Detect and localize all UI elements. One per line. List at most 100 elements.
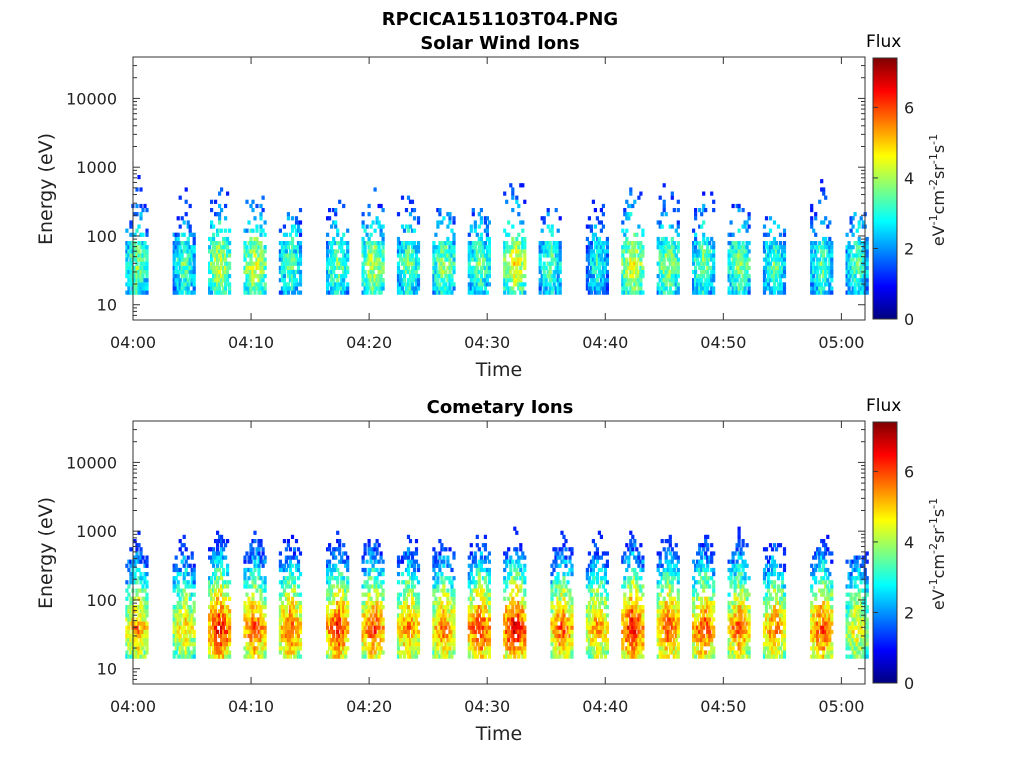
heatmap-cell	[762, 278, 767, 283]
heatmap-cell	[414, 642, 419, 647]
heatmap-cell	[396, 555, 401, 560]
heatmap-cell	[133, 232, 137, 237]
heatmap-cell	[442, 609, 446, 614]
heatmap-cell	[375, 547, 379, 552]
heatmap-cell	[192, 646, 196, 651]
heatmap-cell	[442, 605, 446, 610]
heatmap-cell	[702, 261, 706, 266]
heatmap-cell	[605, 249, 609, 254]
heatmap-cell	[224, 592, 228, 597]
heatmap-cell	[125, 629, 129, 634]
heatmap-cell	[855, 261, 859, 266]
heatmap-cell	[174, 274, 178, 279]
heatmap-cell	[178, 539, 182, 544]
heatmap-cell	[442, 278, 446, 283]
heatmap-cell	[188, 584, 192, 589]
heatmap-cell	[298, 290, 303, 295]
heatmap-cell	[589, 249, 593, 254]
heatmap-cell	[361, 633, 365, 639]
heatmap-cell	[186, 563, 190, 568]
heatmap-cell	[737, 261, 741, 266]
heatmap-cell	[639, 257, 643, 262]
heatmap-cell	[133, 555, 137, 560]
heatmap-cell	[143, 572, 147, 577]
heatmap-cell	[296, 592, 301, 597]
heatmap-cell	[212, 269, 216, 275]
heatmap-cell	[515, 261, 519, 266]
heatmap-cell	[216, 580, 220, 585]
heatmap-cell	[828, 241, 832, 246]
heatmap-cell	[438, 605, 442, 610]
heatmap-cell	[340, 613, 344, 618]
heatmap-cell	[450, 249, 454, 254]
heatmap-cell	[176, 249, 180, 254]
heatmap-cell	[139, 580, 143, 585]
heatmap-cell	[298, 245, 303, 250]
heatmap-cell	[381, 625, 385, 630]
heatmap-cell	[326, 547, 330, 552]
heatmap-cell	[776, 249, 781, 254]
heatmap-cell	[824, 274, 828, 279]
heatmap-cell	[483, 241, 487, 246]
heatmap-cell	[731, 286, 735, 291]
heatmap-cell	[342, 596, 346, 601]
heatmap-cell	[589, 257, 593, 262]
heatmap-cell	[137, 654, 141, 659]
heatmap-cell	[261, 261, 265, 266]
heatmap-cell	[369, 290, 373, 295]
heatmap-cell	[641, 290, 645, 295]
heatmap-cell	[605, 274, 609, 279]
heatmap-cell	[172, 588, 176, 593]
heatmap-cell	[469, 633, 473, 639]
heatmap-cell	[410, 580, 415, 585]
heatmap-cell	[184, 187, 188, 192]
heatmap-cell	[704, 290, 708, 295]
heatmap-cell	[125, 563, 129, 568]
heatmap-cell	[414, 609, 419, 614]
heatmap-cell	[296, 241, 301, 246]
heatmap-cell	[660, 290, 664, 295]
heatmap-cell	[381, 572, 385, 577]
heatmap-cell	[503, 253, 507, 258]
heatmap-cell	[182, 621, 186, 626]
heatmap-cell	[845, 253, 849, 258]
heatmap-cell	[672, 269, 676, 275]
heatmap-cell	[216, 551, 220, 556]
heatmap-cell	[328, 596, 332, 601]
heatmap-cell	[548, 290, 552, 295]
heatmap-cell	[597, 290, 601, 295]
heatmap-cell	[517, 245, 521, 250]
heatmap-cell	[712, 249, 716, 254]
heatmap-cell	[172, 576, 176, 581]
heatmap-cell	[778, 269, 783, 275]
heatmap-cell	[129, 596, 133, 601]
heatmap-cell	[700, 269, 704, 275]
heatmap-cell	[261, 269, 265, 275]
heatmap-cell	[259, 638, 263, 643]
heatmap-cell	[182, 605, 186, 610]
heatmap-cell	[434, 588, 438, 593]
heatmap-cell	[292, 253, 297, 258]
heatmap-cell	[440, 617, 444, 622]
heatmap-cell	[139, 629, 143, 634]
heatmap-cell	[127, 274, 131, 279]
heatmap-cell	[286, 245, 290, 250]
heatmap-cell	[521, 286, 525, 291]
heatmap-cell	[772, 241, 777, 246]
heatmap-cell	[662, 269, 666, 275]
heatmap-cell	[727, 249, 731, 254]
heatmap-cell	[190, 253, 194, 258]
heatmap-cell	[286, 629, 290, 634]
heatmap-cell	[544, 249, 548, 254]
heatmap-cell	[410, 199, 415, 204]
heatmap-cell	[259, 605, 263, 610]
heatmap-cell	[406, 572, 411, 577]
heatmap-cell	[623, 261, 627, 266]
colorbar-tick-label: 0	[904, 310, 914, 329]
heatmap-cell	[404, 596, 409, 601]
heatmap-cell	[220, 563, 224, 568]
heatmap-cell	[245, 625, 249, 630]
heatmap-cell	[172, 642, 176, 647]
heatmap-cell	[174, 241, 178, 246]
heatmap-cell	[282, 224, 286, 229]
